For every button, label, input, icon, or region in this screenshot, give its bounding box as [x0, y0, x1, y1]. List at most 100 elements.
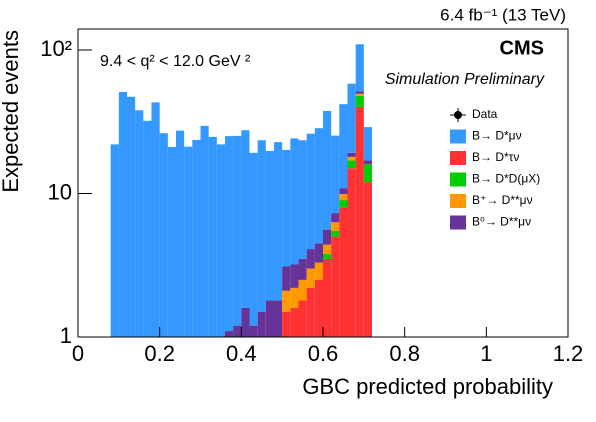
- x-axis-label: GBC predicted probability: [302, 374, 553, 399]
- bar-segment: [363, 160, 372, 165]
- annotation: CMS: [500, 37, 544, 59]
- bar-segment: [274, 300, 283, 337]
- bar-segment: [306, 268, 315, 288]
- bar-segment: [347, 83, 356, 153]
- legend-swatch: [450, 129, 466, 144]
- bar-segment: [176, 130, 185, 337]
- legend-swatch: [450, 151, 466, 165]
- bar-segment: [118, 91, 127, 337]
- x-tick-label: 0.6: [308, 341, 339, 366]
- bar-segment: [306, 133, 315, 250]
- bar-segment: [331, 236, 340, 337]
- bar-segment: [363, 127, 372, 161]
- bar-segment: [184, 146, 193, 337]
- bar-segment: [314, 128, 323, 244]
- x-tick-label: 1: [480, 341, 492, 366]
- bar-segment: [355, 95, 364, 108]
- y-tick-label: 10²: [40, 36, 72, 61]
- bar-segment: [347, 168, 356, 337]
- y-tick-label: 10: [48, 179, 72, 204]
- bar-segment: [167, 146, 176, 337]
- bar-segment: [314, 243, 323, 263]
- bar-segment: [200, 125, 209, 337]
- bar-segment: [339, 200, 348, 208]
- bar-segment: [290, 264, 299, 288]
- bar-segment: [135, 110, 144, 337]
- legend-swatch: [450, 172, 466, 187]
- legend-label: B→ D*μν: [472, 129, 522, 143]
- bar-segment: [282, 266, 291, 291]
- bar-segment: [127, 96, 136, 337]
- bar-segment: [290, 307, 299, 337]
- bar-segment: [298, 140, 307, 259]
- bar-segment: [282, 311, 291, 337]
- bar-segment: [216, 144, 225, 337]
- bar-segment: [314, 262, 323, 280]
- bar-segment: [290, 287, 299, 308]
- bar-segment: [233, 135, 242, 326]
- bar-segment: [225, 331, 234, 337]
- bar-segment: [192, 139, 201, 337]
- legend-swatch: [450, 215, 466, 230]
- bar-segment: [314, 279, 323, 337]
- bar-segment: [298, 258, 307, 280]
- bar-segment: [323, 229, 332, 245]
- bar-segment: [323, 253, 332, 259]
- y-tick-label: 1: [60, 323, 72, 348]
- bar-segment: [257, 311, 266, 337]
- bar-segment: [143, 120, 152, 337]
- bar-segment: [355, 93, 364, 96]
- legend-label: B⁺→ D**μν: [472, 193, 533, 207]
- bar-segment: [298, 279, 307, 301]
- x-tick-label: 1.2: [553, 341, 584, 366]
- bar-segment: [249, 325, 258, 337]
- bar-segment: [323, 110, 332, 230]
- bar-segment: [339, 188, 348, 195]
- bar-segment: [363, 164, 372, 183]
- chart-title: 6.4 fb⁻¹ (13 TeV): [440, 5, 566, 24]
- bar-segment: [331, 222, 340, 231]
- bar-segment: [282, 290, 291, 312]
- bar-segment: [339, 104, 348, 189]
- bar-segment: [306, 287, 315, 337]
- bar-segment: [249, 152, 258, 326]
- bar-segment: [241, 307, 250, 337]
- legend-marker: [454, 111, 462, 119]
- bars: [110, 44, 372, 337]
- bar-segment: [339, 194, 348, 201]
- bar-segment: [241, 130, 250, 308]
- bar-segment: [257, 140, 266, 312]
- bar-segment: [274, 142, 283, 301]
- x-tick-label: 0.8: [389, 341, 420, 366]
- bar-segment: [339, 207, 348, 337]
- bar-segment: [208, 136, 217, 337]
- bar-segment: [159, 133, 168, 337]
- bar-segment: [306, 249, 315, 269]
- bar-segment: [298, 300, 307, 337]
- bar-segment: [290, 138, 299, 265]
- x-tick-label: 0.4: [226, 341, 257, 366]
- y-axis-label: Expected events: [0, 30, 23, 193]
- bar-segment: [347, 156, 356, 161]
- bar-segment: [347, 152, 356, 157]
- annotation: 9.4 < q² < 12.0 GeV ²: [100, 53, 251, 70]
- x-tick-label: 0: [72, 341, 84, 366]
- bar-segment: [355, 91, 364, 94]
- bar-segment: [347, 160, 356, 169]
- bar-segment: [282, 149, 291, 267]
- bar-segment: [323, 258, 332, 337]
- bar-segment: [331, 213, 340, 223]
- annotation: Simulation Preliminary: [385, 71, 545, 88]
- bar-segment: [110, 144, 119, 337]
- legend-label: B→ D*D(μX): [472, 172, 540, 186]
- legend-label: B⁰→ D**μν: [472, 215, 531, 229]
- bar-segment: [151, 102, 160, 337]
- bar-segment: [265, 300, 274, 337]
- x-tick-label: 0.2: [144, 341, 175, 366]
- bar-segment: [355, 44, 364, 92]
- legend-label: Data: [472, 107, 498, 121]
- bar-segment: [265, 150, 274, 301]
- bar-segment: [233, 325, 242, 337]
- bar-segment: [225, 136, 234, 332]
